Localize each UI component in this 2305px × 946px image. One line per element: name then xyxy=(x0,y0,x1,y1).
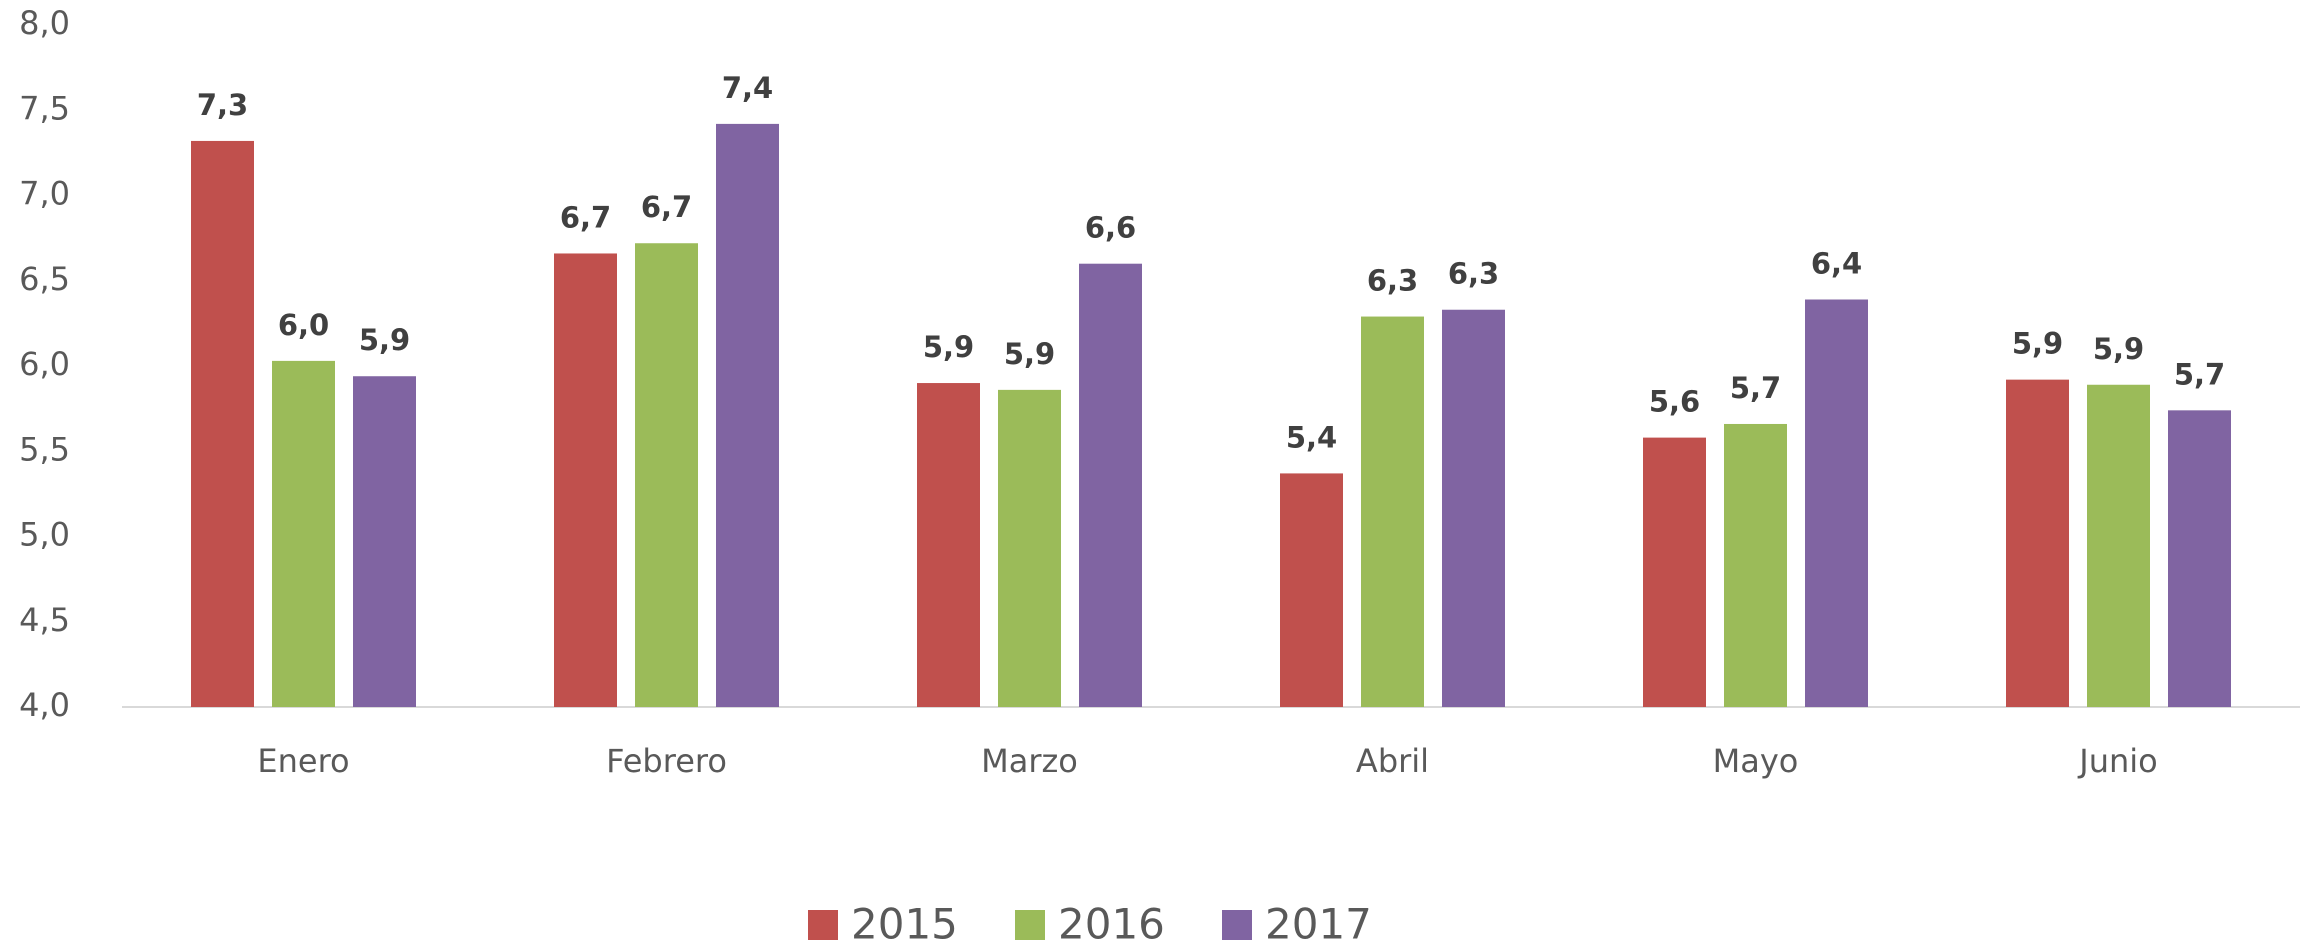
bar xyxy=(1805,299,1868,707)
y-tick-label: 7,0 xyxy=(19,175,70,213)
bar xyxy=(1442,309,1505,707)
data-label: 5,6 xyxy=(1649,385,1700,419)
bar xyxy=(1724,423,1787,707)
bar xyxy=(1361,316,1424,707)
data-label: 6,4 xyxy=(1811,247,1862,281)
y-tick-label: 6,5 xyxy=(19,260,70,298)
y-tick-label: 6,0 xyxy=(19,345,70,383)
bar xyxy=(191,140,254,707)
bar xyxy=(716,123,779,707)
x-tick-label: Junio xyxy=(2077,742,2157,780)
legend-swatch xyxy=(1222,910,1252,940)
bar xyxy=(1280,473,1343,707)
legend-label: 2017 xyxy=(1265,900,1372,946)
legend-swatch xyxy=(808,910,838,940)
y-tick-label: 7,5 xyxy=(19,89,70,127)
data-label: 5,9 xyxy=(359,323,410,357)
bar xyxy=(2006,379,2069,707)
y-tick-label: 4,5 xyxy=(19,601,70,639)
data-label: 5,9 xyxy=(923,330,974,364)
x-tick-label: Febrero xyxy=(606,742,727,780)
data-label: 6,7 xyxy=(560,200,611,234)
bar xyxy=(2168,410,2231,707)
x-tick-label: Marzo xyxy=(981,742,1078,780)
bar xyxy=(917,383,980,707)
data-label: 5,9 xyxy=(2093,332,2144,366)
data-label: 5,9 xyxy=(2012,327,2063,361)
bar xyxy=(353,376,416,707)
x-tick-label: Abril xyxy=(1356,742,1429,780)
data-label: 6,3 xyxy=(1448,257,1499,291)
bar xyxy=(1643,437,1706,707)
y-tick-label: 8,0 xyxy=(19,4,70,42)
bar xyxy=(998,389,1061,707)
y-tick-label: 4,0 xyxy=(19,686,70,724)
data-label: 5,9 xyxy=(1004,337,1055,371)
data-label: 5,7 xyxy=(2174,357,2225,391)
data-label: 5,7 xyxy=(1730,371,1781,405)
legend-swatch xyxy=(1015,910,1045,940)
bar xyxy=(1079,263,1142,707)
y-tick-label: 5,0 xyxy=(19,516,70,554)
legend-label: 2016 xyxy=(1058,900,1165,946)
x-tick-label: Mayo xyxy=(1713,742,1799,780)
bar xyxy=(554,253,617,707)
legend-label: 2015 xyxy=(851,900,958,946)
data-label: 6,7 xyxy=(641,190,692,224)
data-label: 6,6 xyxy=(1085,211,1136,245)
x-tick-label: Enero xyxy=(257,742,349,780)
y-tick-label: 5,5 xyxy=(19,430,70,468)
bar xyxy=(2087,384,2150,707)
bar xyxy=(635,243,698,708)
bar xyxy=(272,360,335,707)
data-label: 7,4 xyxy=(722,71,773,105)
data-label: 6,0 xyxy=(278,308,329,342)
data-label: 5,4 xyxy=(1286,420,1337,454)
data-label: 6,3 xyxy=(1367,264,1418,298)
data-label: 7,3 xyxy=(197,88,248,122)
